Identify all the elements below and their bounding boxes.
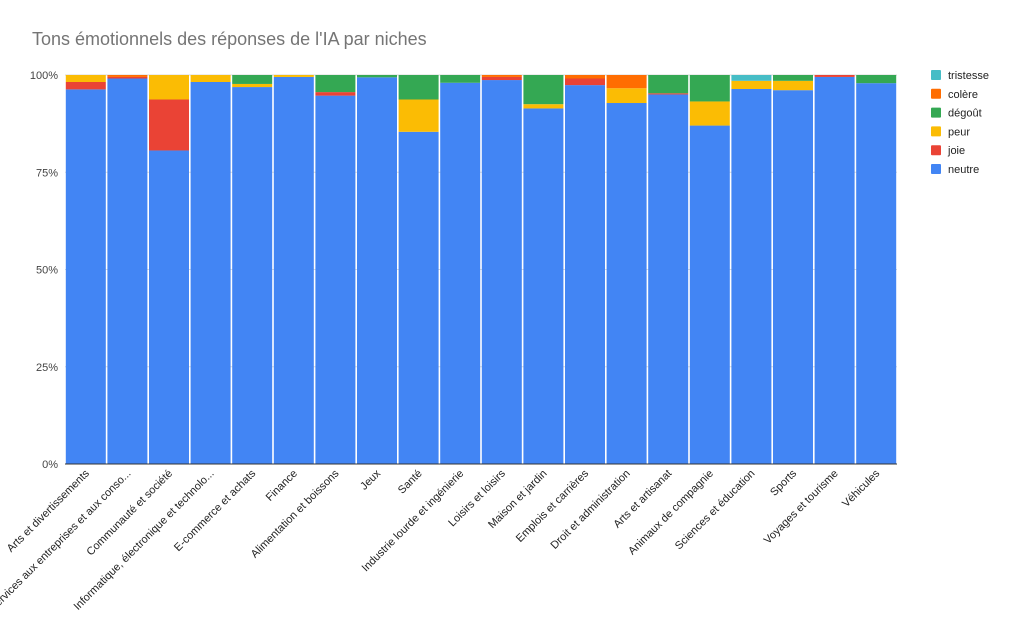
- bar-segment-colère: [606, 75, 647, 89]
- bar-segment-neutre: [149, 150, 189, 464]
- bar-segment-joie: [65, 82, 106, 90]
- legend-label: joie: [947, 145, 965, 157]
- bar-segment-joie: [149, 99, 189, 151]
- bar-segment-colère: [565, 75, 605, 79]
- bar-segment-neutre: [273, 76, 314, 464]
- x-tick-label: Voyages et tourisme: [762, 468, 841, 547]
- legend-swatch-neutre: [931, 164, 941, 174]
- legend-label: dégoût: [948, 108, 982, 120]
- bar-segment-neutre: [565, 85, 605, 464]
- x-tick-label: Santé: [396, 468, 425, 497]
- bar-segment-colère: [481, 75, 522, 77]
- bar-segment-neutre: [107, 78, 148, 464]
- bar-segment-dégoût: [315, 75, 356, 93]
- x-tick-label: Communauté et société: [84, 468, 175, 559]
- bar-segment-neutre: [606, 103, 647, 465]
- bar-segment-peur: [773, 80, 813, 91]
- y-tick-label: 25%: [36, 362, 58, 374]
- bar-segment-joie: [107, 76, 148, 79]
- x-tick-label: Sciences et éducation: [673, 468, 758, 553]
- legend-swatch-joie: [931, 145, 941, 156]
- x-tick-label: Droit et administration: [549, 468, 633, 552]
- x-tick-label: Sports: [768, 467, 799, 498]
- bar-segment-neutre: [814, 76, 855, 464]
- y-tick-label: 50%: [36, 265, 58, 277]
- bar-segment-neutre: [232, 87, 273, 465]
- bar-segment-neutre: [523, 108, 564, 464]
- bar-segment-joie: [315, 92, 356, 96]
- legend-label: colère: [948, 89, 978, 101]
- legend-label: peur: [948, 126, 970, 138]
- bar-segment-neutre: [315, 95, 356, 464]
- bar-segment-dégoût: [773, 75, 813, 81]
- bar-segment-neutre: [856, 83, 897, 464]
- x-tick-label: E-commerce et achats: [172, 467, 259, 554]
- bar-segment-joie: [565, 78, 605, 86]
- y-tick-label: 75%: [36, 167, 58, 179]
- legend-swatch-colère: [931, 88, 941, 99]
- legend-swatch-dégoût: [931, 107, 941, 118]
- bar-segment-neutre: [689, 125, 730, 464]
- bar-segment-neutre: [190, 82, 231, 464]
- bar-segment-neutre: [481, 80, 522, 464]
- x-tick-label: Emplois et carrières: [514, 467, 592, 545]
- legend-swatch-tristesse: [931, 70, 941, 80]
- bar-segment-colère: [107, 75, 148, 77]
- bar-segment-peur: [398, 99, 439, 132]
- bar-segment-neutre: [357, 77, 397, 465]
- bar-segment-dégoût: [523, 75, 564, 105]
- bar-segment-dégoût: [232, 75, 273, 84]
- bar-segment-tristesse: [731, 75, 772, 81]
- x-tick-label: Finance: [264, 468, 300, 504]
- bar-segment-peur: [273, 75, 314, 77]
- bar-segment-peur: [65, 75, 106, 83]
- bar-segment-dégoût: [689, 75, 730, 102]
- bar-segment-dégoût: [648, 75, 689, 94]
- x-tick-label: Animaux de compagnie: [626, 468, 716, 558]
- bar-segment-neutre: [773, 90, 813, 465]
- bar-segment-peur: [149, 75, 189, 100]
- bar-segment-joie: [481, 76, 522, 81]
- bar-segment-dégoût: [856, 75, 897, 84]
- bar-segment-dégoût: [357, 75, 397, 78]
- bar-segment-peur: [606, 88, 647, 104]
- x-tick-label: Arts et divertissements: [5, 467, 93, 555]
- legend-label: neutre: [948, 164, 979, 176]
- chart-title: Tons émotionnels des réponses de l'IA pa…: [32, 29, 427, 49]
- legend-label: tristesse: [948, 70, 989, 82]
- bar-segment-peur: [689, 101, 730, 126]
- bar-segment-peur: [190, 75, 231, 83]
- x-tick-label: Alimentation et boissons: [249, 467, 342, 560]
- bar-segment-dégoût: [440, 75, 481, 83]
- legend-swatch-peur: [931, 126, 941, 137]
- y-tick-label: 100%: [30, 70, 58, 82]
- bar-segment-peur: [731, 80, 772, 90]
- bar-segment-joie: [648, 93, 689, 95]
- bar-segment-neutre: [398, 131, 439, 464]
- bar-segment-peur: [523, 104, 564, 109]
- bar-segment-neutre: [440, 82, 481, 464]
- x-tick-label: Jeux: [358, 467, 383, 492]
- bar-segment-joie: [814, 75, 855, 77]
- bar-segment-neutre: [731, 89, 772, 464]
- bar-segment-neutre: [65, 89, 106, 464]
- bar-segment-peur: [232, 83, 273, 88]
- x-tick-label: Véhicules: [840, 467, 883, 510]
- y-tick-label: 0%: [42, 459, 58, 471]
- bar-segment-neutre: [648, 94, 689, 464]
- bar-segment-dégoût: [398, 75, 439, 100]
